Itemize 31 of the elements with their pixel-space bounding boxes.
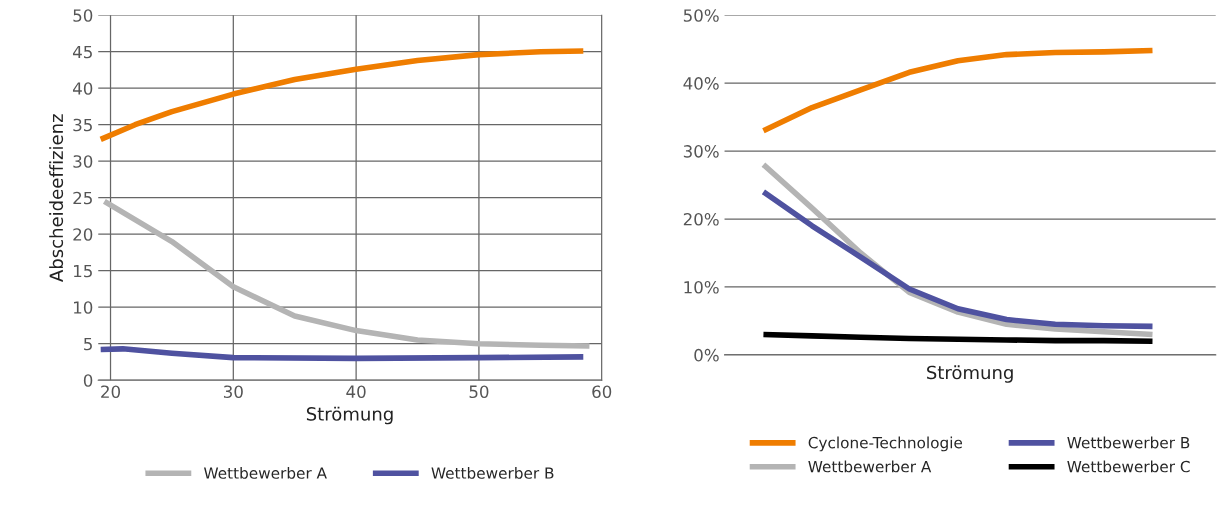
y-tick-label: 30 [73, 155, 93, 168]
y-tick-label: 30% [683, 145, 719, 158]
y-tick-label: 10 [74, 301, 93, 314]
y-tick-label: 50 [73, 9, 93, 22]
legend-label: Wettbewerber A [808, 460, 932, 473]
x-axis-title: Strömung [306, 406, 393, 425]
y-tick-label: 15 [74, 264, 92, 278]
x-tick-label: 40 [346, 385, 366, 399]
y-tick-label: 10% [684, 280, 719, 294]
x-axis-title: Strömung [927, 365, 1013, 383]
y-tick-label: 0% [694, 348, 719, 362]
x-tick-label: 50 [469, 385, 489, 399]
y-tick-label: 50% [683, 9, 719, 22]
y-tick-label: 45 [72, 45, 92, 59]
legend-label: Wettbewerber B [1067, 436, 1190, 449]
y-tick-label: 25 [73, 191, 92, 205]
y-tick-label: 20 [73, 228, 93, 241]
x-tick-label: 20 [101, 385, 121, 399]
y-tick-label: 40% [683, 77, 719, 90]
legend-label: Wettbewerber A [204, 467, 327, 479]
y-tick-label: 5 [84, 337, 92, 351]
legend-label: Cyclone-Technologie [808, 436, 963, 452]
legend-label: Wettbewerber B [431, 467, 554, 479]
y-axis-title: Abscheideeffizienz [49, 114, 64, 282]
x-tick-label: 60 [592, 385, 612, 399]
y-tick-label: 40 [72, 82, 93, 95]
y-tick-label: 0 [83, 374, 93, 387]
y-tick-label: 20% [683, 212, 719, 226]
y-tick-label: 35 [73, 118, 92, 132]
x-tick-label: 30 [223, 385, 243, 399]
legend-label: Wettbewerber C [1067, 460, 1190, 473]
